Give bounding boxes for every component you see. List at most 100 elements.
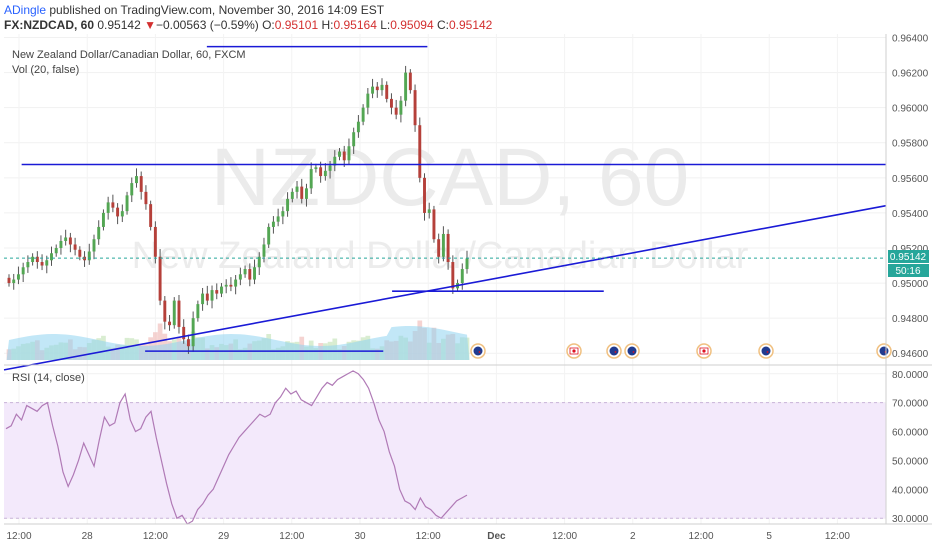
rsi-tick-label: 60.0000 bbox=[892, 428, 929, 439]
rsi-series bbox=[5, 370, 468, 525]
candle-body bbox=[300, 186, 304, 199]
candle-body bbox=[262, 244, 266, 257]
candle-body bbox=[234, 279, 238, 287]
trendlines[interactable] bbox=[3, 45, 887, 371]
candle-body bbox=[356, 121, 360, 133]
new-zealand-flag-star bbox=[632, 351, 635, 353]
new-zealand-flag-icon bbox=[473, 346, 483, 356]
volume-bar bbox=[157, 323, 163, 360]
new-zealand-flag-star bbox=[478, 351, 481, 353]
price-change: −0.00563 (−0.59%) bbox=[155, 18, 259, 32]
candle-body bbox=[389, 98, 393, 108]
candle-body bbox=[186, 339, 190, 347]
candle-body bbox=[45, 260, 49, 266]
watermark-symbol: NZDCAD, 60 bbox=[211, 132, 689, 223]
watermark: NZDCAD, 60 New Zealand Dollar/Canadian D… bbox=[132, 132, 749, 277]
candle-body bbox=[172, 300, 176, 326]
new-zealand-flag-star bbox=[614, 351, 617, 353]
candle-body bbox=[87, 251, 91, 261]
volume-ma-area bbox=[6, 326, 470, 360]
price-tag-bg bbox=[888, 250, 929, 263]
candle-body bbox=[106, 202, 110, 213]
down-arrow-icon: ▼ bbox=[144, 18, 156, 32]
countdown-bg bbox=[888, 264, 929, 277]
low-value: 0.95094 bbox=[390, 18, 434, 32]
trendline bbox=[3, 204, 887, 371]
candle-body bbox=[286, 198, 290, 212]
rsi-band-fill bbox=[4, 402, 886, 519]
candle-body bbox=[220, 286, 223, 294]
candle-body bbox=[21, 267, 25, 275]
main-legend-title[interactable]: New Zealand Dollar/Canadian Dollar, 60, … bbox=[12, 49, 246, 61]
candle-body bbox=[305, 188, 308, 199]
time-tick-label: 28 bbox=[82, 531, 94, 542]
candle-body bbox=[201, 293, 205, 305]
candle-body bbox=[371, 86, 375, 94]
candle-body bbox=[342, 151, 346, 161]
canada-flag-leaf bbox=[702, 349, 706, 353]
canada-flag-leaf bbox=[572, 349, 576, 353]
candle-body bbox=[144, 191, 148, 205]
candle-body bbox=[394, 107, 398, 115]
candle-body bbox=[111, 202, 115, 208]
economic-events[interactable] bbox=[470, 343, 892, 359]
candle-body bbox=[130, 183, 134, 196]
time-tick-label: Dec bbox=[487, 531, 506, 542]
candle-body bbox=[248, 269, 252, 280]
candle-body bbox=[50, 253, 53, 261]
new-zealand-flag-icon bbox=[879, 346, 889, 356]
price-tick-label: 0.95600 bbox=[892, 174, 929, 185]
countdown-label: 50:16 bbox=[895, 266, 920, 277]
candle-body bbox=[16, 274, 20, 280]
high-label: H: bbox=[321, 18, 334, 32]
rsi-legend[interactable]: RSI (14, close) bbox=[12, 372, 85, 384]
new-zealand-flag-icon bbox=[627, 346, 637, 356]
candle-body bbox=[276, 216, 280, 222]
candle-body bbox=[427, 209, 431, 213]
candle-body bbox=[163, 300, 167, 322]
candle-body bbox=[35, 256, 39, 263]
candle-body bbox=[432, 209, 436, 240]
candle-body bbox=[418, 125, 422, 178]
candle-body bbox=[78, 249, 82, 257]
candle-body bbox=[139, 176, 143, 192]
new-zealand-flag-icon bbox=[609, 346, 619, 356]
time-tick-label: 12:00 bbox=[143, 531, 168, 542]
rsi-tick-label: 30.0000 bbox=[892, 514, 929, 525]
time-tick-label: 5 bbox=[766, 531, 772, 542]
candle-body bbox=[68, 237, 72, 245]
candle-body bbox=[153, 226, 157, 257]
publish-line: ADingle published on TradingView.com, No… bbox=[4, 3, 384, 17]
candle-body bbox=[158, 256, 162, 301]
author-link[interactable]: ADingle bbox=[4, 3, 47, 17]
time-tick-label: 12:00 bbox=[416, 531, 441, 542]
rsi-band bbox=[4, 402, 886, 519]
candle-body bbox=[441, 233, 445, 257]
candle-body bbox=[182, 326, 186, 340]
candle-body bbox=[243, 269, 247, 275]
time-tick-label: 12:00 bbox=[6, 531, 31, 542]
grid bbox=[4, 34, 886, 524]
candle-body bbox=[347, 146, 351, 161]
volume-legend[interactable]: Vol (20, false) bbox=[12, 64, 79, 76]
new-zealand-flag-icon bbox=[761, 346, 771, 356]
candle-body bbox=[451, 262, 455, 289]
candle-body bbox=[281, 211, 285, 217]
candle-body bbox=[465, 258, 469, 270]
candle-series bbox=[7, 65, 469, 354]
candle-body bbox=[385, 84, 389, 99]
open-value: 0.95101 bbox=[274, 18, 319, 32]
published-text: published on TradingView.com, November 3… bbox=[49, 3, 385, 17]
candle-body bbox=[319, 167, 323, 177]
candle-body bbox=[191, 318, 195, 347]
price-tick-label: 0.96400 bbox=[892, 34, 929, 45]
candle-body bbox=[314, 167, 318, 170]
low-label: L: bbox=[380, 18, 391, 32]
candle-body bbox=[229, 284, 233, 287]
price-tick-label: 0.95200 bbox=[892, 244, 929, 255]
candle-body bbox=[40, 262, 44, 266]
candle-body bbox=[64, 237, 68, 241]
candle-body bbox=[423, 177, 426, 213]
candle-body bbox=[238, 274, 242, 280]
